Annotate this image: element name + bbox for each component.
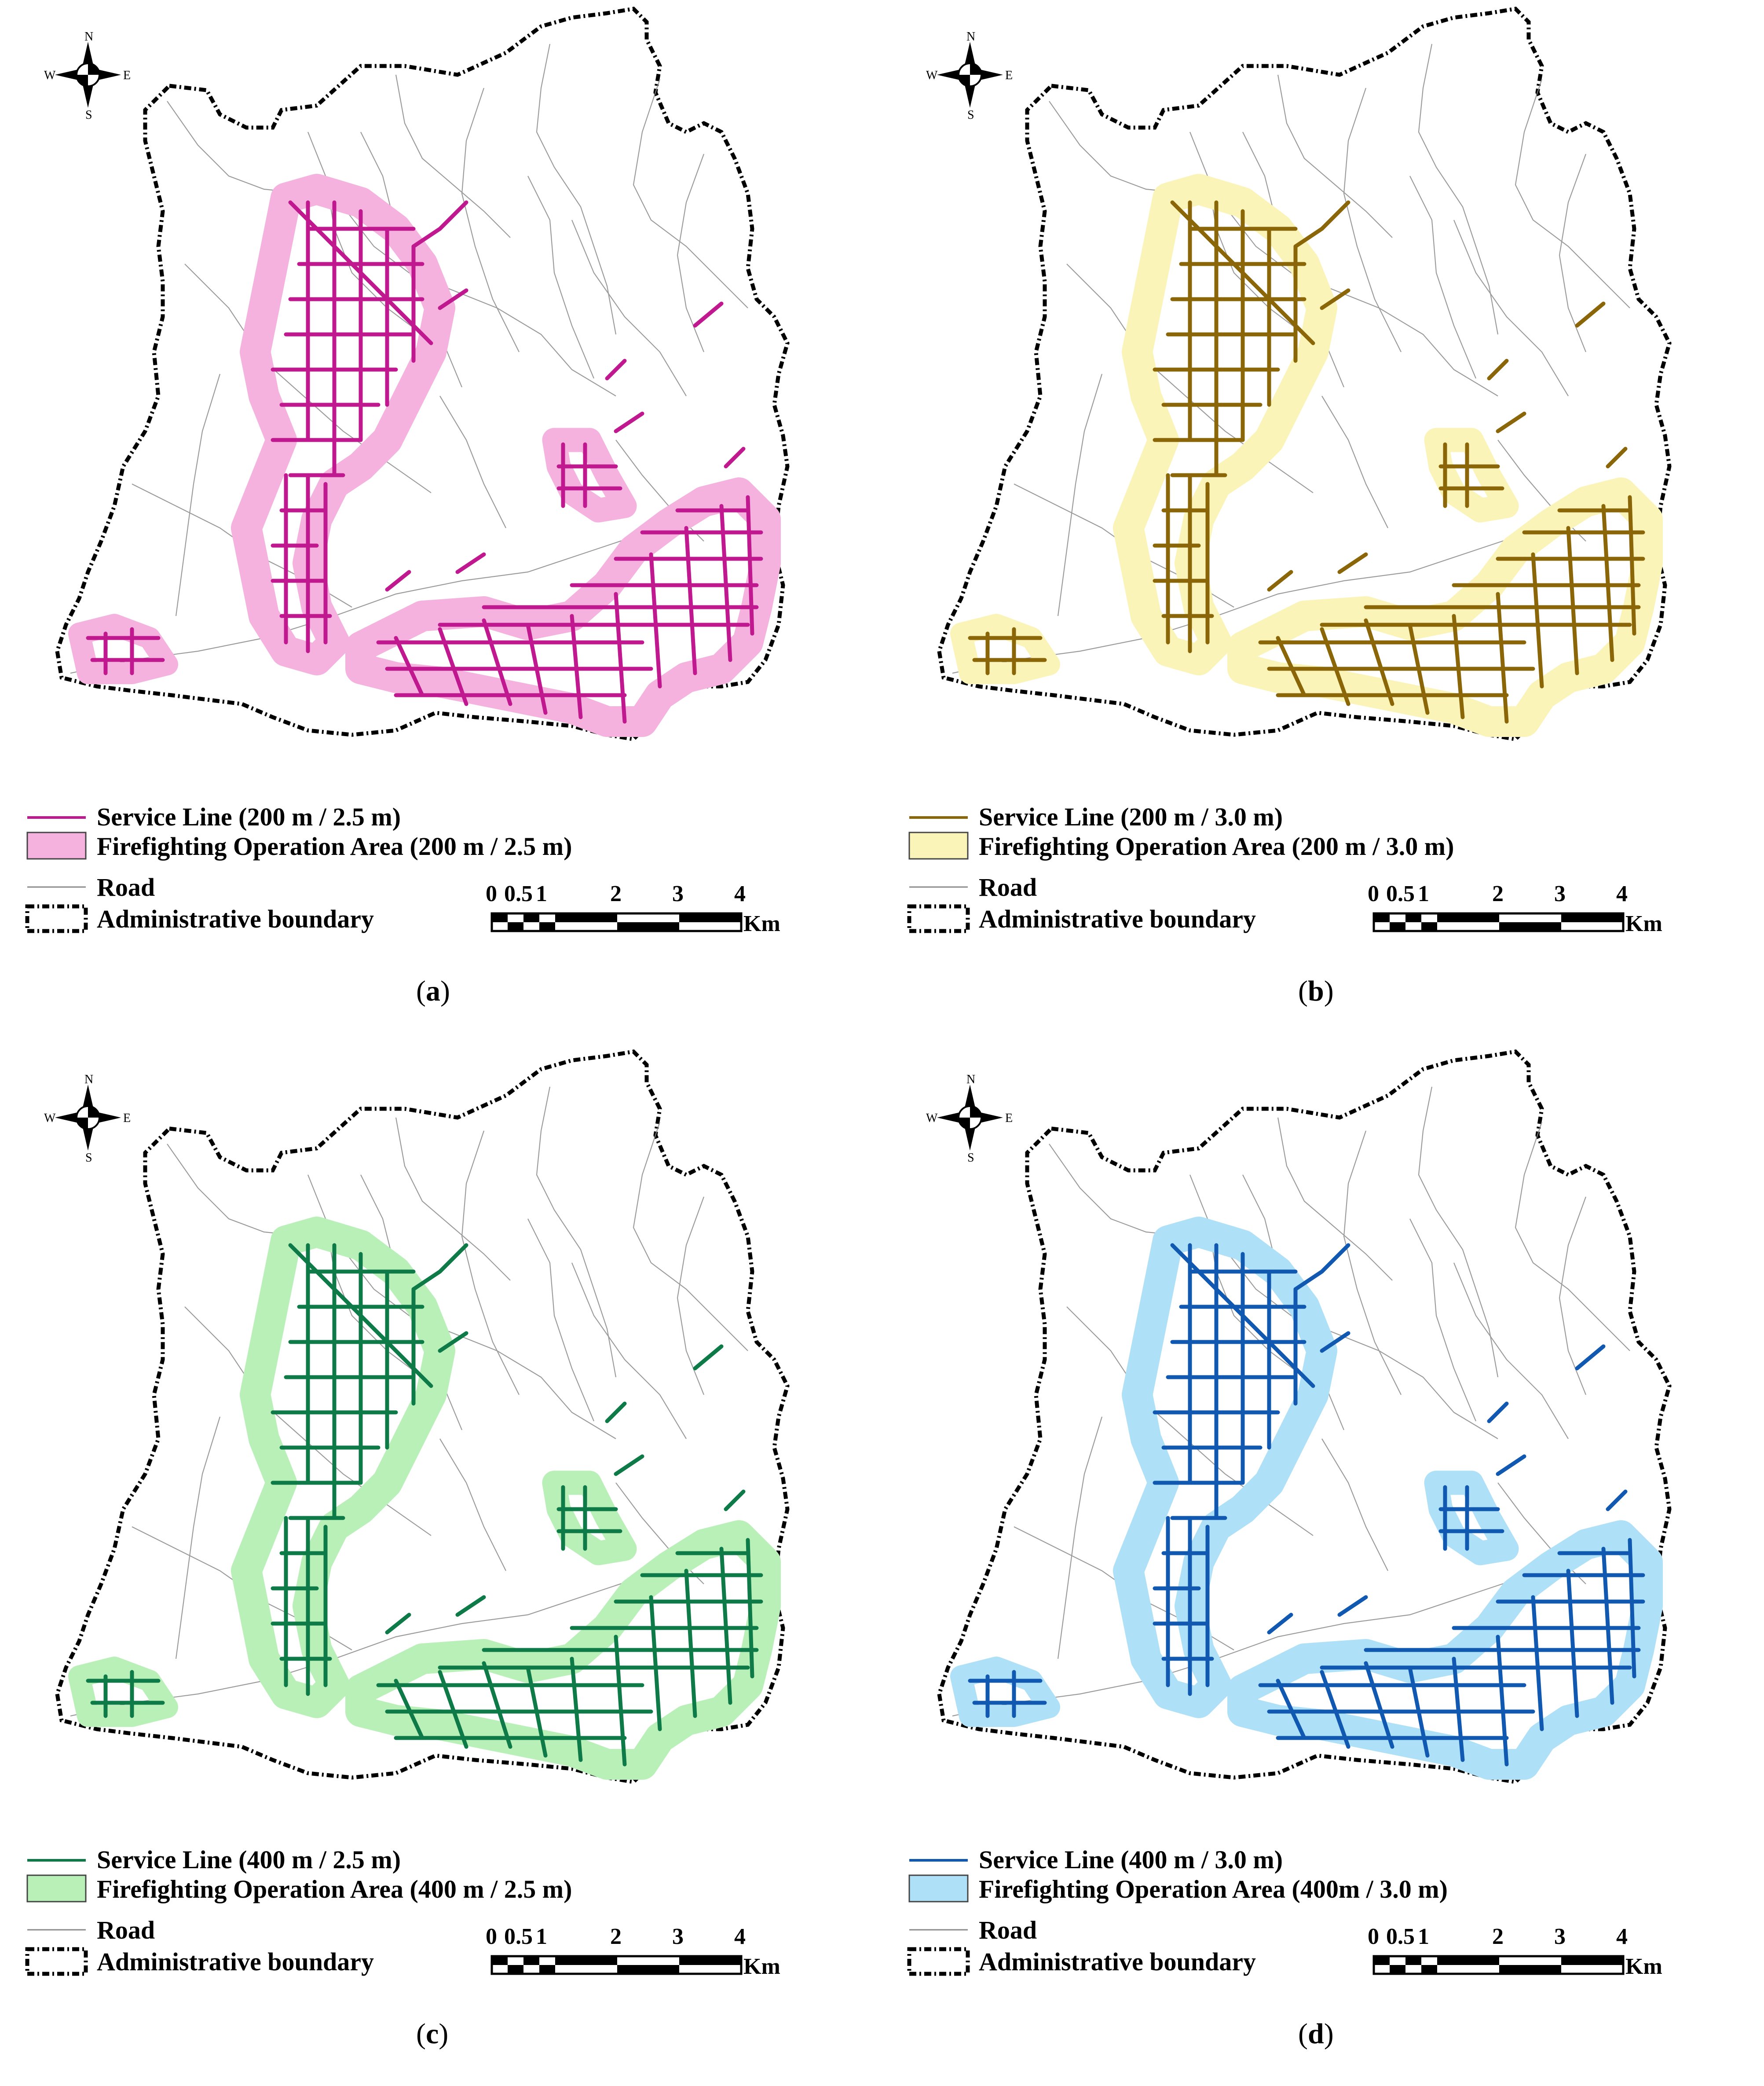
compass-icon xyxy=(937,42,1003,108)
legend-administrative-boundary: Administrative boundary xyxy=(97,1947,374,1976)
compass-icon xyxy=(55,42,121,108)
scale-tick: 0.5 xyxy=(1386,1924,1415,1949)
legend-operation-area: Firefighting Operation Area (400m / 3.0 … xyxy=(979,1875,1448,1903)
map-canvas xyxy=(55,1049,790,1784)
legend-administrative-boundary: Administrative boundary xyxy=(979,905,1256,933)
panel-caption: (c) xyxy=(416,2018,449,2050)
firefighting-operation-area xyxy=(68,1217,781,1780)
legend-symbols xyxy=(907,816,1625,933)
panel-caption: (b) xyxy=(1298,975,1334,1007)
panel-caption: (d) xyxy=(1298,2018,1334,2050)
scale-unit: Km xyxy=(743,1954,780,1979)
legend-operation-area: Firefighting Operation Area (200 m / 3.0… xyxy=(979,832,1454,861)
scale-tick: 4 xyxy=(1616,1924,1628,1949)
compass-w: W xyxy=(44,1111,56,1125)
legend-administrative-boundary: Administrative boundary xyxy=(979,1947,1256,1976)
compass-e: E xyxy=(1005,69,1013,82)
scale-bar xyxy=(1372,1955,1625,1975)
compass-n: N xyxy=(84,1073,94,1086)
scale-bar xyxy=(490,912,743,932)
scale-tick: 2 xyxy=(1492,1924,1504,1949)
legend-service-line: Service Line (200 m / 3.0 m) xyxy=(979,803,1283,831)
legend-operation-area: Firefighting Operation Area (400 m / 2.5… xyxy=(97,1875,572,1903)
legend-administrative-boundary: Administrative boundary xyxy=(97,905,374,933)
scale-tick: 3 xyxy=(672,881,684,906)
legend-symbols xyxy=(25,1859,743,1976)
scale-tick: 0 xyxy=(486,881,497,906)
scale-tick: 4 xyxy=(734,1924,746,1949)
compass-n: N xyxy=(966,1073,976,1086)
legend-service-line: Service Line (400 m / 3.0 m) xyxy=(979,1845,1283,1874)
panel-caption: (a) xyxy=(416,975,450,1007)
compass-w: W xyxy=(926,1111,938,1125)
map-panel-a: Service Line (200 m / 2.5 m) Firefightin… xyxy=(0,0,882,1043)
compass-n: N xyxy=(966,30,976,44)
legend-operation-area: Firefighting Operation Area (200 m / 2.5… xyxy=(97,832,572,861)
compass-icon xyxy=(55,1085,121,1151)
road-network xyxy=(70,1086,748,1717)
scale-tick: 1 xyxy=(1418,1924,1429,1949)
scale-tick: 1 xyxy=(1418,881,1429,906)
map-canvas xyxy=(937,1049,1672,1784)
scale-tick: 2 xyxy=(610,1924,622,1949)
compass-w: W xyxy=(926,69,938,82)
compass-s: S xyxy=(85,108,92,122)
scale-bar xyxy=(490,1955,743,1975)
scale-tick: 3 xyxy=(1554,881,1566,906)
legend-symbols xyxy=(25,816,743,933)
scale-tick: 0.5 xyxy=(1386,881,1415,906)
compass-e: E xyxy=(123,1111,131,1125)
scale-tick: 0.5 xyxy=(504,881,533,906)
service-line-network xyxy=(968,1243,1645,1767)
scale-tick: 0 xyxy=(1368,1924,1379,1949)
scale-tick: 0 xyxy=(486,1924,497,1949)
service-line-network xyxy=(968,200,1645,724)
compass-s: S xyxy=(85,1151,92,1165)
compass-e: E xyxy=(123,69,131,82)
map-panel-d: Service Line (400 m / 3.0 m) Firefightin… xyxy=(882,1043,1764,2086)
scale-tick: 0.5 xyxy=(504,1924,533,1949)
compass-s: S xyxy=(967,108,974,122)
scale-tick: 3 xyxy=(1554,1924,1566,1949)
scale-unit: Km xyxy=(1625,1954,1662,1979)
compass-s: S xyxy=(967,1151,974,1165)
scale-tick: 4 xyxy=(1616,881,1628,906)
compass-icon xyxy=(937,1085,1003,1151)
scale-bar xyxy=(1372,912,1625,932)
compass-e: E xyxy=(1005,1111,1013,1125)
scale-unit: Km xyxy=(743,911,780,936)
service-line-network xyxy=(86,1243,763,1767)
scale-tick: 4 xyxy=(734,881,746,906)
scale-unit: Km xyxy=(1625,911,1662,936)
legend-road: Road xyxy=(979,1916,1037,1944)
scale-tick: 2 xyxy=(610,881,622,906)
compass-n: N xyxy=(84,30,94,44)
map-panel-c: Service Line (400 m / 2.5 m) Firefightin… xyxy=(0,1043,882,2086)
legend-service-line: Service Line (200 m / 2.5 m) xyxy=(97,803,401,831)
legend-road: Road xyxy=(979,873,1037,902)
scale-tick: 1 xyxy=(536,1924,547,1949)
scale-tick: 2 xyxy=(1492,881,1504,906)
legend-road: Road xyxy=(97,1916,155,1944)
service-line-network xyxy=(86,200,763,724)
scale-tick: 1 xyxy=(536,881,547,906)
scale-tick: 0 xyxy=(1368,881,1379,906)
scale-tick: 3 xyxy=(672,1924,684,1949)
compass-w: W xyxy=(44,69,56,82)
legend-road: Road xyxy=(97,873,155,902)
map-canvas xyxy=(937,7,1672,741)
road-network xyxy=(952,44,1630,674)
legend-symbols xyxy=(907,1859,1625,1976)
map-panel-b: Service Line (200 m / 3.0 m) Firefightin… xyxy=(882,0,1764,1043)
legend-service-line: Service Line (400 m / 2.5 m) xyxy=(97,1845,401,1874)
map-canvas xyxy=(55,7,790,741)
